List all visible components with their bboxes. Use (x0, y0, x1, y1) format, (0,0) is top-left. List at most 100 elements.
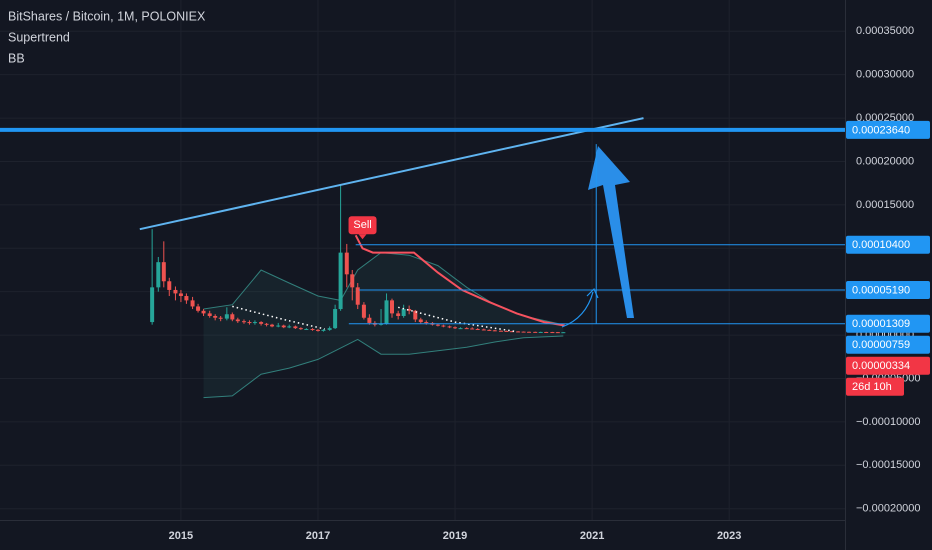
price-tag-label: 0.00000334 (852, 360, 910, 372)
price-tag-label: 0.00023640 (852, 124, 910, 136)
candle-body (167, 281, 172, 290)
candle-body (561, 332, 566, 334)
candle-body (207, 313, 212, 316)
candle-body (516, 331, 521, 333)
candle-body (281, 325, 286, 328)
candle-body (327, 328, 332, 330)
candle-body (498, 330, 503, 332)
candle-body (196, 306, 201, 311)
candle-body (401, 309, 406, 316)
price-tag (846, 314, 930, 333)
band-lower (203, 335, 564, 399)
candle-body (333, 309, 338, 329)
candle-body (264, 323, 269, 325)
candle-body (293, 326, 298, 329)
x-tick-label: 2021 (580, 530, 604, 542)
y-tick-label: −0.00015000 (856, 459, 921, 471)
band-fill (203, 252, 564, 398)
x-tick-label: 2023 (717, 530, 741, 542)
y-tick-label: 0.00030000 (856, 69, 914, 81)
candle-body (504, 330, 509, 332)
candle-body (538, 331, 543, 333)
candle-body (150, 287, 155, 323)
candle-body (298, 328, 303, 330)
candle-body (435, 324, 440, 326)
legend-title: BitShares / Bitcoin, 1M, POLONIEX (8, 9, 206, 23)
candle-body (413, 310, 418, 320)
candle-body (361, 304, 366, 318)
candle-body (224, 314, 229, 319)
y-tick-label: 0.00020000 (856, 155, 914, 167)
plot-area: Sell (150, 184, 566, 399)
candle-body (276, 325, 281, 327)
price-tag (846, 356, 930, 375)
candle-body (550, 332, 555, 334)
candle-body (310, 329, 315, 331)
candle-body (441, 325, 446, 327)
candle-body (178, 293, 183, 297)
y-tick-label: 0.00015000 (856, 199, 914, 211)
candle-body (315, 329, 320, 331)
price-tag-label: 0.00000759 (852, 339, 910, 351)
candle-body (252, 322, 257, 324)
candle-body (407, 309, 412, 311)
price-tag (846, 120, 930, 139)
candle-body (418, 319, 423, 323)
trendline (139, 117, 644, 231)
price-tag (846, 281, 930, 300)
signal-badge (348, 216, 377, 235)
candle-body (396, 313, 401, 316)
candle-body (453, 327, 458, 329)
candle-body (555, 332, 560, 334)
price-tag (846, 335, 930, 354)
candle-body (156, 262, 161, 288)
candle-body (235, 319, 240, 322)
countdown-label: 26d 10h (852, 381, 892, 393)
candle-body (218, 317, 223, 319)
candle-body (161, 262, 166, 282)
candle-body (527, 331, 532, 333)
candle-body (544, 331, 549, 333)
countdown-tag (846, 377, 904, 396)
x-tick-label: 2017 (306, 530, 330, 542)
candle-body (304, 329, 309, 331)
y-tick-label: −0.00020000 (856, 503, 921, 515)
candle-body (344, 252, 349, 275)
candle-body (521, 331, 526, 333)
candle-body (424, 322, 429, 324)
candle-body (390, 300, 395, 314)
candle-body (487, 329, 492, 331)
supertrend-line (354, 234, 565, 327)
x-tick-label: 2019 (443, 530, 467, 542)
legend-indicator: Supertrend (8, 30, 70, 44)
curved-arrow (561, 291, 594, 328)
dotted-line (398, 306, 517, 333)
candle-body (201, 310, 206, 314)
dotted-line (232, 305, 325, 330)
candle-body (533, 331, 538, 333)
candle-body (321, 329, 326, 331)
price-tag-label: 0.00001309 (852, 318, 910, 330)
candle-body (379, 323, 384, 325)
candle-body (384, 300, 389, 324)
candle-body (367, 317, 372, 323)
candle-body (458, 328, 463, 330)
candle-body (355, 287, 360, 305)
candle-body (184, 296, 189, 301)
candle-body (287, 326, 292, 328)
big-arrow (588, 146, 634, 318)
candle-body (338, 252, 343, 310)
candle-body (447, 326, 452, 328)
price-tag (846, 235, 930, 254)
candle-body (190, 300, 195, 307)
grid (0, 0, 845, 520)
candle-body (481, 329, 486, 331)
candle-body (259, 322, 264, 324)
candle-body (213, 315, 218, 318)
price-tag-label: 0.00005190 (852, 284, 910, 296)
candle-body (470, 328, 475, 330)
candle-body (464, 328, 469, 330)
